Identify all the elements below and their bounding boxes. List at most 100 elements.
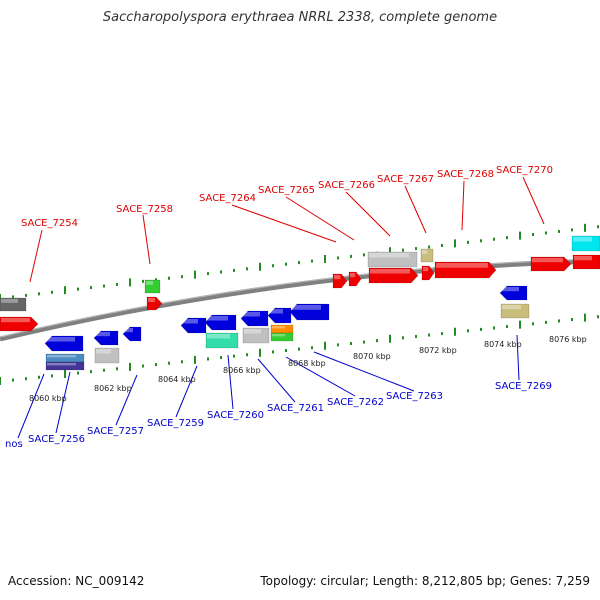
connector-7257 [115,374,138,426]
gene-label-sace-7268[interactable]: SACE_7268 [437,169,494,180]
minor-tick [90,370,92,374]
minor-tick [402,248,404,252]
scale-label-8060: 8060 kbp [29,394,67,403]
minor-tick [350,254,352,258]
scale-label-8072: 8072 kbp [419,346,457,355]
topology-text: Topology: circular; Length: 8,212,805 bp… [260,574,590,588]
minor-tick [493,237,495,241]
gene-label-nos[interactable]: nos [5,439,23,450]
minor-tick [38,292,40,296]
gene-block-7258-green [144,279,161,294]
gene-block-7257b [122,326,142,342]
minor-tick [220,356,222,360]
minor-tick [233,354,235,358]
minor-tick [90,286,92,290]
minor-tick [298,261,300,265]
connector-7258 [142,214,151,265]
minor-tick [25,293,27,297]
major-tick [519,320,521,329]
gene-block-7261-grey [242,327,270,344]
gene-label-sace-7258[interactable]: SACE_7258 [116,204,173,215]
minor-tick [116,282,118,286]
map-title: Saccharopolyspora erythraea NRRL 2338, c… [102,10,498,25]
gene-label-sace-7262[interactable]: SACE_7262 [327,397,384,408]
major-tick [584,313,586,322]
gene-block-7260-teal [205,332,239,349]
gene-block-7271 [572,254,600,270]
connector-7264 [231,204,337,243]
minor-tick [272,264,274,268]
minor-tick [155,278,157,282]
major-tick [0,377,1,385]
scale-label-8068: 8068 kbp [288,359,326,368]
minor-tick [142,364,144,368]
connector-7261 [257,358,296,403]
major-tick [519,231,521,240]
gene-label-sace-7266[interactable]: SACE_7266 [318,180,375,191]
connector-7265 [285,196,355,241]
gene-block-7267 [421,265,435,281]
gene-label-sace-7263[interactable]: SACE_7263 [386,391,443,402]
connector-7256 [55,371,71,434]
gene-block-7259 [180,317,207,334]
connector-7266 [345,191,391,237]
gene-block-7263 [289,303,330,321]
minor-tick [25,377,27,381]
gene-label-sace-7265[interactable]: SACE_7265 [258,185,315,196]
gene-label-sace-7267[interactable]: SACE_7267 [377,174,434,185]
minor-tick [12,295,14,299]
minor-tick [545,320,547,324]
minor-tick [467,329,469,333]
minor-tick [51,290,53,294]
gene-block-7257 [93,330,119,346]
minor-tick [428,333,430,337]
scale-label-8070: 8070 kbp [353,352,391,361]
gene-label-sace-7264[interactable]: SACE_7264 [199,193,256,204]
gene-block-7265 [348,271,362,287]
gene-label-sace-7269[interactable]: SACE_7269 [495,381,552,392]
connector-7262 [285,356,356,397]
minor-tick [571,318,573,322]
major-tick [259,348,261,357]
scale-label-8076: 8076 kbp [549,335,587,344]
major-tick [454,239,456,248]
minor-tick [246,353,248,357]
gene-block-7253 [0,297,27,312]
gene-label-sace-7259[interactable]: SACE_7259 [147,418,204,429]
gene-label-sace-7254[interactable]: SACE_7254 [21,218,78,229]
minor-tick [480,239,482,243]
minor-tick [142,279,144,283]
major-tick [64,286,66,295]
minor-tick [428,245,430,249]
gene-features [0,235,600,371]
minor-tick [597,225,599,229]
minor-tick [311,346,313,350]
minor-tick [38,375,40,379]
minor-tick [532,322,534,326]
label-connectors [17,176,545,439]
connector-7260 [227,354,234,410]
connector-7270 [522,176,545,225]
gene-label-sace-7257[interactable]: SACE_7257 [87,426,144,437]
gene-block-7269 [499,285,528,301]
minor-tick [402,336,404,340]
minor-tick [155,363,157,367]
minor-tick [207,357,209,361]
minor-tick [12,378,14,382]
minor-tick [233,268,235,272]
minor-tick [363,253,365,257]
minor-tick [272,350,274,354]
gene-label-sace-7256[interactable]: SACE_7256 [28,434,85,445]
minor-tick [168,276,170,280]
minor-tick [363,340,365,344]
minor-tick [493,326,495,330]
gene-block-7256-purple [45,361,85,371]
gene-block-7257-grey [94,347,120,364]
gene-label-sace-7260[interactable]: SACE_7260 [207,410,264,421]
connector-7254 [29,229,43,283]
gene-label-sace-7261[interactable]: SACE_7261 [267,403,324,414]
gene-label-sace-7270[interactable]: SACE_7270 [496,165,553,176]
minor-tick [168,361,170,365]
minor-tick [337,343,339,347]
